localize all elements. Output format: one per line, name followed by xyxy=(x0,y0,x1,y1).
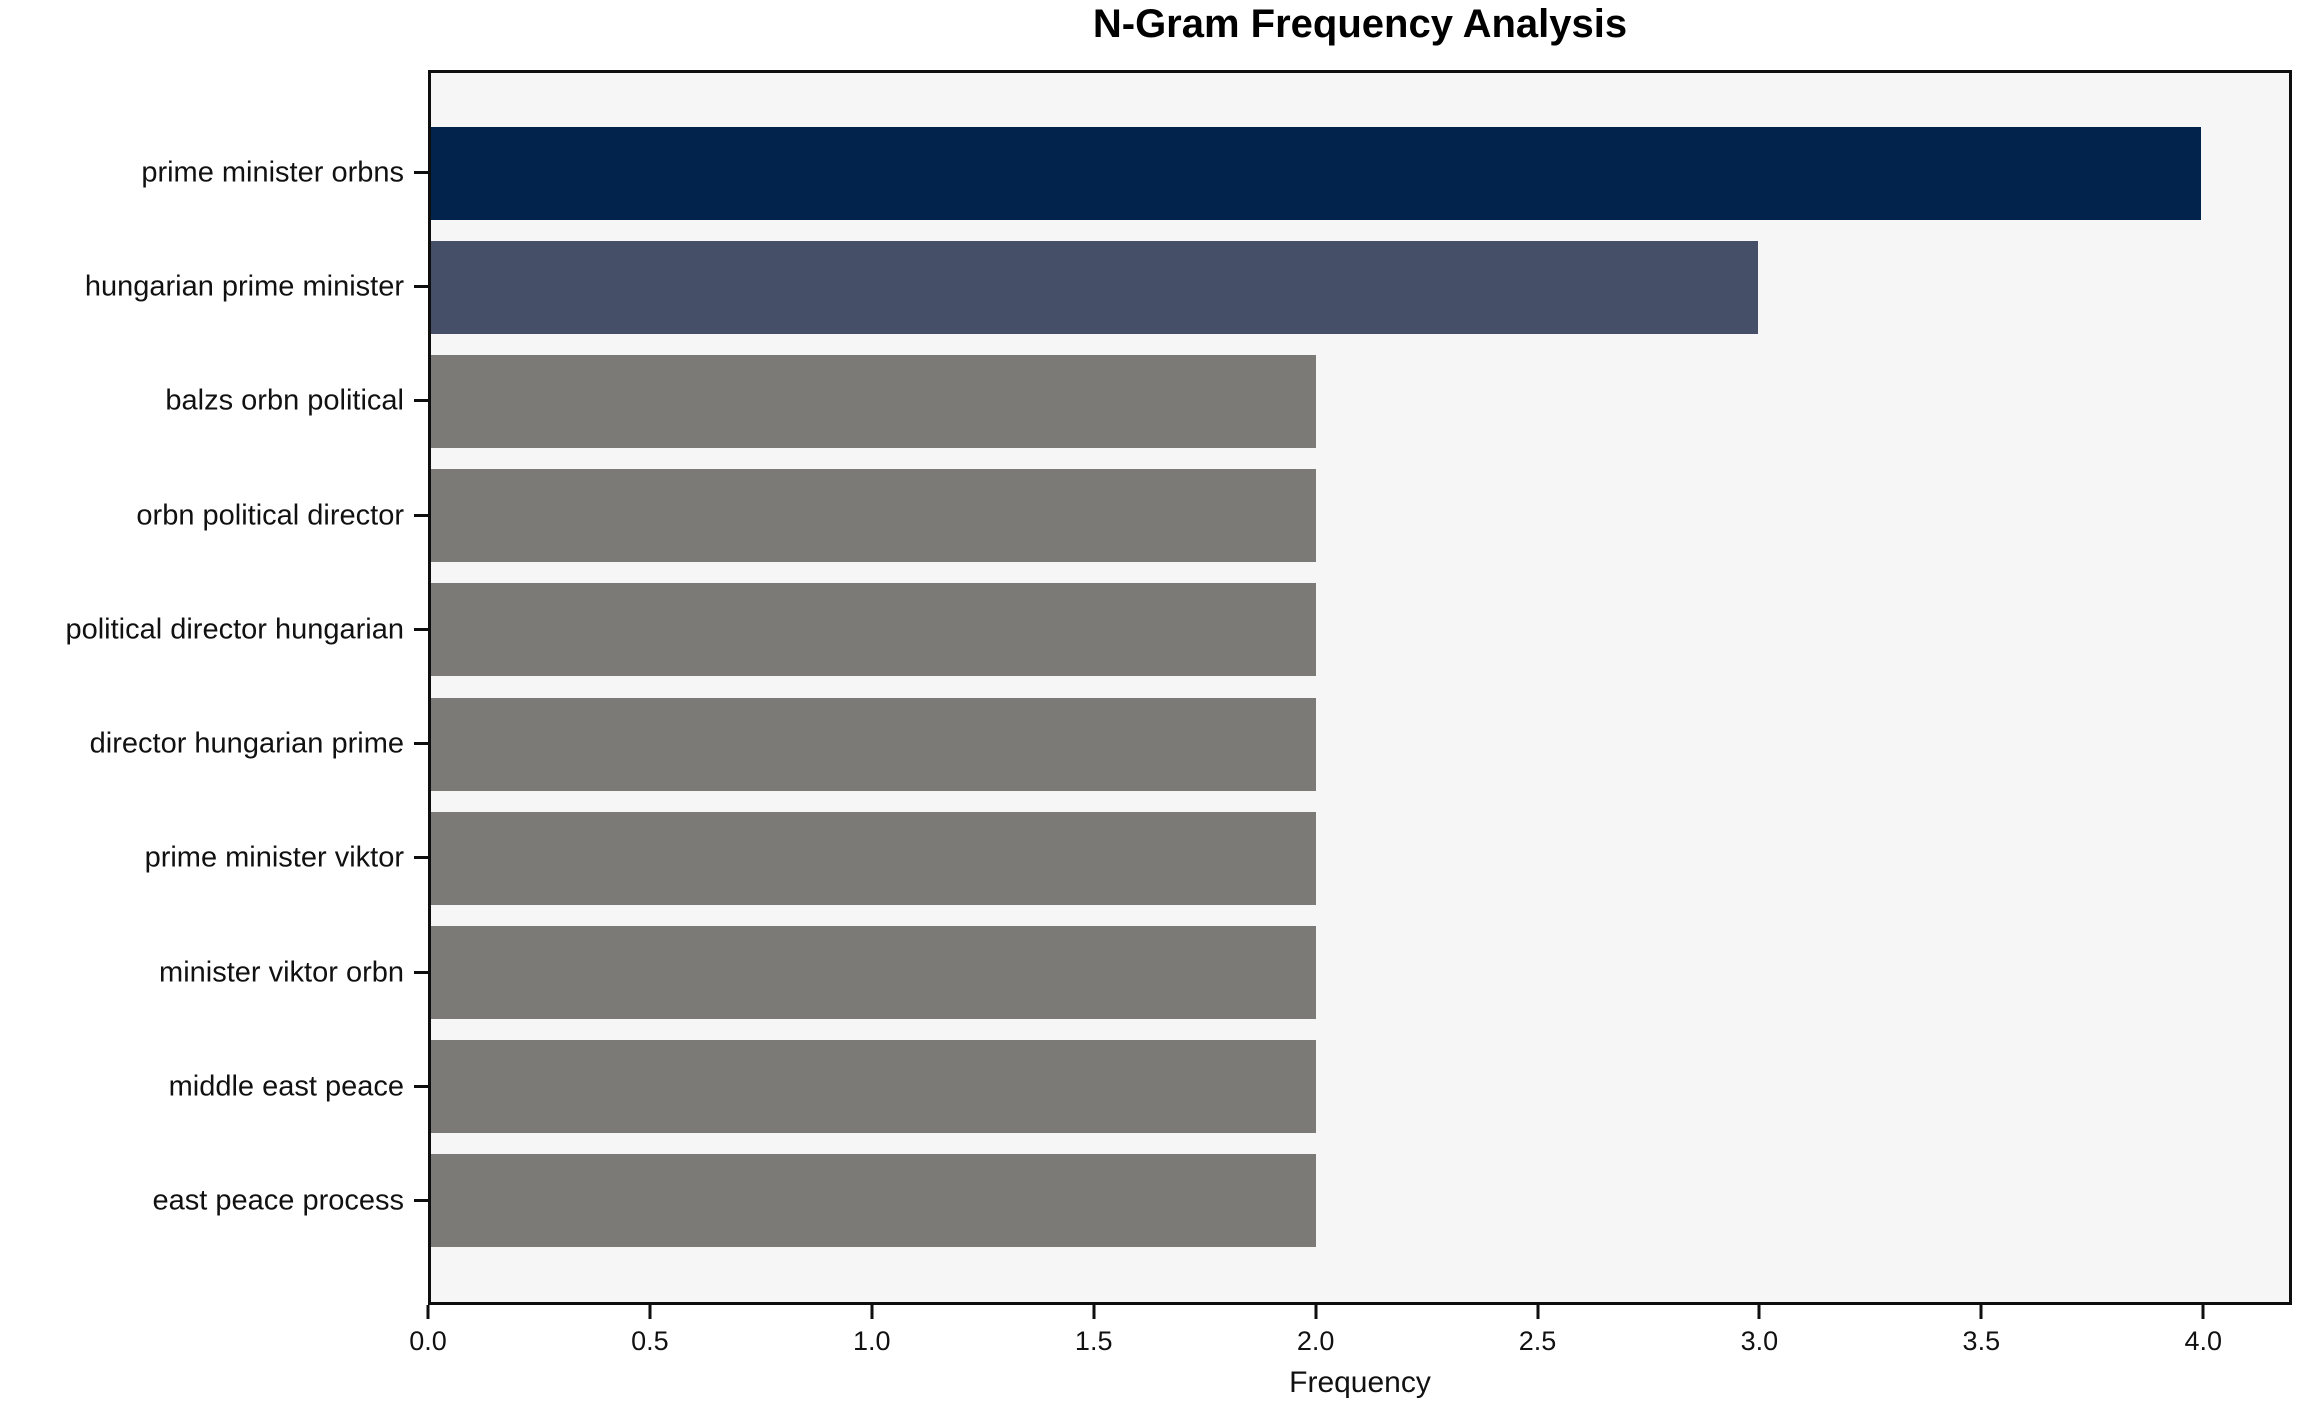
plot-area: 0.0 0.5 1.0 1.5 2.0 2.5 3.0 3.5 4.0 Frequency pr… xyxy=(65,70,2292,1399)
bar-row: minister viktor orbn xyxy=(159,926,2289,1020)
x-tick xyxy=(1757,1305,1761,1319)
bar-row: political director hungarian xyxy=(65,583,2289,677)
x-tick-label: 0.0 xyxy=(409,1326,447,1356)
bar-row: east peace process xyxy=(153,1154,2289,1248)
x-tick xyxy=(870,1305,874,1319)
x-tick xyxy=(426,1305,430,1319)
x-tick-label: 2.5 xyxy=(1518,1326,1557,1356)
y-tick xyxy=(414,285,428,289)
y-tick xyxy=(414,1084,428,1088)
x-tick-label: 3.0 xyxy=(1740,1326,1779,1356)
bar-row: director hungarian prime xyxy=(90,697,2289,791)
y-tick xyxy=(414,513,428,517)
bar xyxy=(431,1154,1316,1248)
x-axis: 0.0 0.5 1.0 1.5 2.0 2.5 3.0 3.5 4.0 xyxy=(409,1302,2292,1412)
bar-row: balzs orbn political xyxy=(165,354,2289,448)
x-tick-label: 1.5 xyxy=(1074,1326,1113,1356)
y-tick xyxy=(414,171,428,174)
bar-row: prime minister orbns xyxy=(141,126,2289,220)
bar xyxy=(431,354,1316,448)
bar-row: middle east peace xyxy=(169,1040,2289,1134)
y-tick-label: prime minister viktor xyxy=(144,841,404,874)
y-tick-label: political director hungarian xyxy=(65,613,404,646)
y-tick xyxy=(414,970,428,974)
bar xyxy=(431,240,1759,334)
x-tick xyxy=(2201,1305,2205,1319)
chart-title: N-Gram Frequency Analysis xyxy=(1092,2,1628,46)
x-tick xyxy=(1979,1305,1983,1319)
bar xyxy=(431,697,1316,791)
bar xyxy=(431,469,1316,563)
y-tick xyxy=(414,1198,428,1202)
x-tick-label: 3.5 xyxy=(1962,1326,2001,1356)
x-tick xyxy=(1314,1305,1318,1319)
y-tick-label: balzs orbn political xyxy=(165,384,404,417)
bar xyxy=(431,926,1316,1020)
y-tick xyxy=(414,856,428,860)
y-tick-label: minister viktor orbn xyxy=(159,956,404,989)
x-tick xyxy=(1536,1305,1540,1319)
x-tick-label: 1.0 xyxy=(853,1326,891,1356)
y-tick-label: hungarian prime minister xyxy=(84,270,404,303)
y-tick xyxy=(414,627,428,631)
x-tick-label: 0.5 xyxy=(631,1326,669,1356)
y-tick-label: prime minister orbns xyxy=(141,156,404,189)
y-tick-label: director hungarian prime xyxy=(89,727,404,760)
x-tick-label: 2.0 xyxy=(1296,1326,1335,1356)
x-tick xyxy=(648,1305,652,1319)
y-tick xyxy=(414,742,428,746)
bar-row: prime minister viktor xyxy=(145,811,2289,905)
bar xyxy=(431,1040,1316,1134)
y-tick xyxy=(414,399,428,403)
bar xyxy=(431,583,1316,677)
y-tick-label: middle east peace xyxy=(168,1070,404,1103)
bar xyxy=(431,126,2201,220)
bar xyxy=(431,811,1316,905)
x-tick-label: 4.0 xyxy=(2184,1326,2223,1356)
y-tick-label: east peace process xyxy=(152,1184,404,1217)
bar-row: hungarian prime minister xyxy=(85,240,2289,334)
y-tick-label: orbn political director xyxy=(136,499,404,532)
x-tick xyxy=(1092,1305,1096,1319)
x-axis-label: Frequency xyxy=(1289,1366,1431,1399)
bar-row: orbn political director xyxy=(136,469,2289,563)
